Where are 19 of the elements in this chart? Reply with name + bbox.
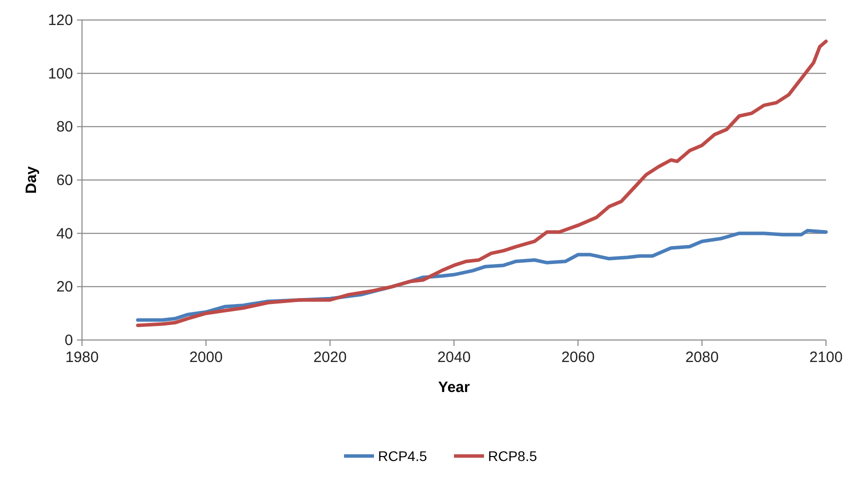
y-tick-label: 120 bbox=[48, 12, 73, 29]
x-tick-label: 2020 bbox=[313, 349, 347, 366]
y-tick-label: 0 bbox=[64, 332, 73, 349]
y-axis-title: Day bbox=[23, 166, 40, 194]
y-tick-label: 20 bbox=[56, 278, 73, 296]
y-tick-label: 40 bbox=[56, 225, 73, 242]
x-tick-label: 1980 bbox=[65, 349, 99, 366]
x-axis-title: Year bbox=[438, 379, 470, 396]
y-tick-label: 60 bbox=[56, 172, 73, 189]
line-series bbox=[136, 40, 828, 328]
y-tick-label: 100 bbox=[48, 65, 73, 82]
y-tick-label: 80 bbox=[56, 118, 73, 136]
legend-label: RCP4.5 bbox=[378, 448, 428, 464]
x-tick-label: 2060 bbox=[561, 349, 595, 366]
x-tick-label: 2080 bbox=[685, 349, 719, 366]
x-tick-label: 2040 bbox=[437, 349, 471, 366]
x-tick-label: 2000 bbox=[189, 349, 223, 366]
legend-label: RCP8.5 bbox=[488, 448, 538, 464]
x-tick-label: 2100 bbox=[809, 349, 843, 366]
